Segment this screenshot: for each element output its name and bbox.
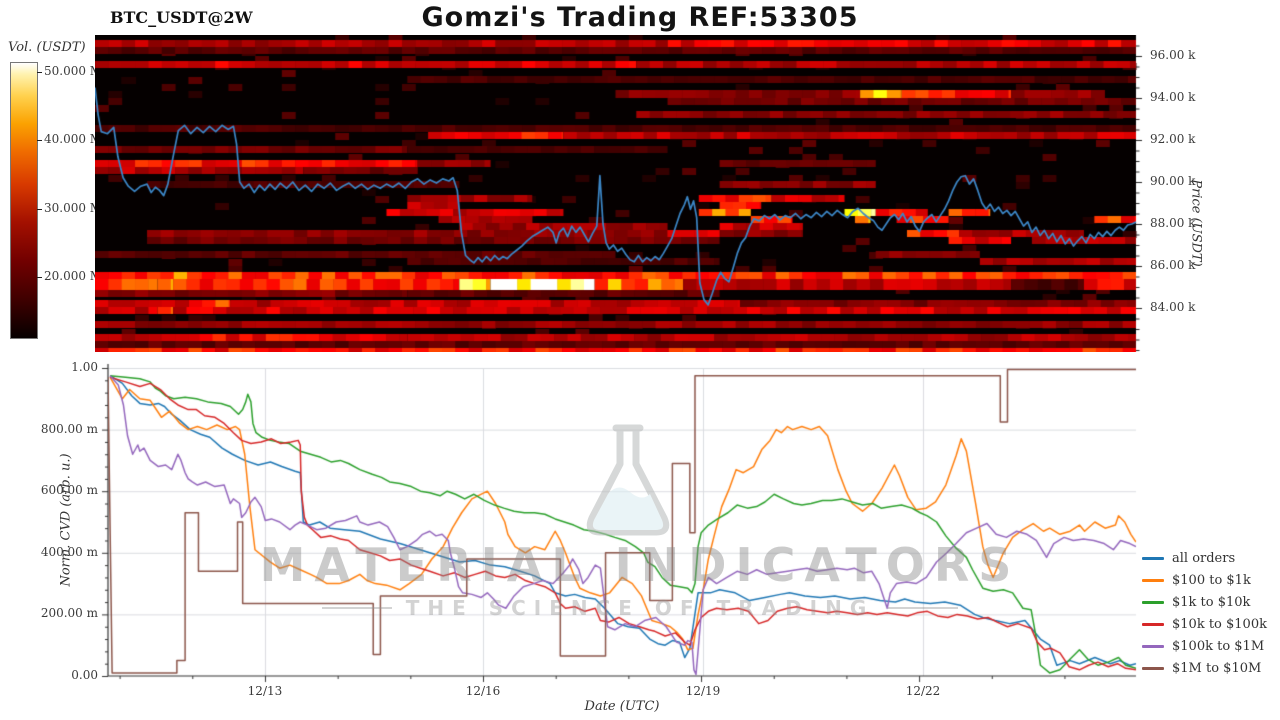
price-tick-label: 94.00 k [1150,90,1196,104]
cvd-y-tick-label: 0.00 [71,668,98,682]
legend-line-swatch [1142,622,1164,626]
price-axis-label: Price (USDT) [1188,179,1204,267]
legend-item-label: $100 to $1k [1172,572,1251,588]
cvd-line-chart [96,360,1144,688]
price-tick-label: 92.00 k [1150,132,1196,146]
legend-item: $1M to $10M [1142,657,1280,679]
legend-item-label: all orders [1172,550,1236,566]
symbol-label: BTC_USDT@2W [110,8,253,27]
legend-line-swatch [1142,556,1164,560]
colorbar-label: Vol. (USDT) [8,40,86,55]
legend-item-label: $1k to $10k [1172,594,1251,610]
colorbar-tick-label: 50.000 M [44,63,103,78]
colorbar-tick-label: 40.000 M [44,132,103,147]
legend-item: $1k to $10k [1142,591,1280,613]
colorbar-tick [37,209,42,211]
legend-line-swatch [1142,578,1164,582]
cvd-y-tick-label: 800.00 m [40,421,98,436]
cvd-x-axis-label: Date (UTC) [584,699,660,714]
legend-line-swatch [1142,666,1164,670]
legend: all orders $100 to $1k $1k to $10k $10k … [1142,547,1280,679]
colorbar-tick [37,140,42,142]
legend-item: $10k to $100k [1142,613,1280,635]
legend-item: $100 to $1k [1142,569,1280,591]
cvd-x-tick-label: 12/22 [905,684,941,698]
price-tick-label: 84.00 k [1150,300,1196,314]
volume-colorbar [10,62,38,339]
cvd-x-tick-label: 12/19 [685,684,721,698]
cvd-x-tick-label: 12/16 [465,684,501,698]
cvd-y-tick-label: 600.00 m [40,483,98,498]
price-tick-label: 86.00 k [1150,258,1196,272]
cvd-y-tick-label: 1.00 [71,360,98,374]
colorbar-tick [37,71,42,73]
legend-line-swatch [1142,644,1164,648]
price-tick-label: 88.00 k [1150,216,1196,230]
colorbar-tick [37,277,42,279]
price-tick-label: 90.00 k [1150,174,1196,188]
legend-line-swatch [1142,600,1164,604]
legend-item-label: $1M to $10M [1172,660,1262,676]
liquidity-heatmap-chart [95,35,1147,352]
legend-item: all orders [1142,547,1280,569]
cvd-y-axis-label: Norm. CVD (arb. u.) [58,453,74,587]
price-tick-label: 96.00 k [1150,48,1196,62]
colorbar-tick-label: 20.000 M [44,269,103,284]
page-title: Gomzi's Trading REF:53305 [421,2,859,33]
legend-item-label: $10k to $100k [1172,616,1267,632]
cvd-x-tick-label: 12/13 [247,684,283,698]
cvd-y-tick-label: 400.00 m [40,544,98,559]
legend-item: $100k to $1M [1142,635,1280,657]
cvd-y-tick-label: 200.00 m [40,606,98,621]
colorbar-tick-label: 30.000 M [44,201,103,216]
legend-item-label: $100k to $1M [1172,638,1265,654]
